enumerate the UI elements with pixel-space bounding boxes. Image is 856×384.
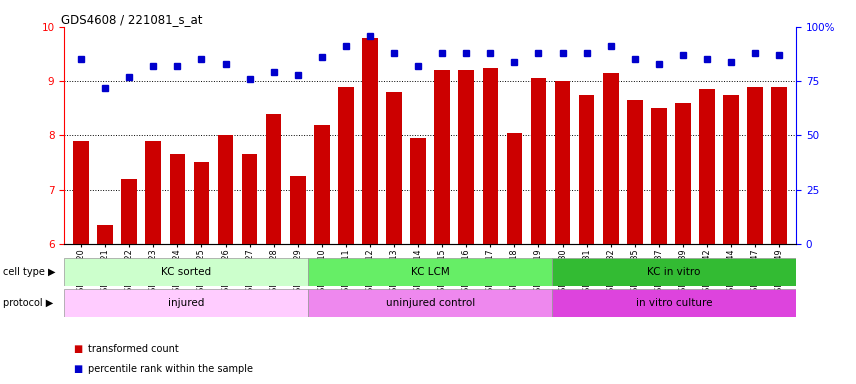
- Bar: [193, 162, 209, 244]
- Text: cell type ▶: cell type ▶: [3, 267, 55, 277]
- Bar: [627, 100, 643, 244]
- Bar: [771, 86, 787, 244]
- Text: ■: ■: [73, 344, 82, 354]
- Bar: [747, 86, 763, 244]
- Text: in vitro culture: in vitro culture: [636, 298, 712, 308]
- Bar: [603, 73, 619, 244]
- Bar: [308, 289, 552, 317]
- Bar: [651, 108, 667, 244]
- Text: uninjured control: uninjured control: [385, 298, 475, 308]
- Bar: [290, 176, 306, 244]
- Bar: [241, 154, 258, 244]
- Bar: [555, 81, 570, 244]
- Bar: [699, 89, 715, 244]
- Bar: [338, 86, 354, 244]
- Bar: [74, 141, 89, 244]
- Bar: [169, 154, 185, 244]
- Bar: [64, 289, 308, 317]
- Bar: [675, 103, 691, 244]
- Bar: [314, 124, 330, 244]
- Bar: [552, 258, 796, 286]
- Text: percentile rank within the sample: percentile rank within the sample: [88, 364, 253, 374]
- Text: KC sorted: KC sorted: [161, 267, 211, 277]
- Text: GDS4608 / 221081_s_at: GDS4608 / 221081_s_at: [61, 13, 202, 26]
- Text: KC in vitro: KC in vitro: [647, 267, 701, 277]
- Bar: [308, 258, 552, 286]
- Bar: [579, 95, 594, 244]
- Bar: [362, 38, 377, 244]
- Text: protocol ▶: protocol ▶: [3, 298, 53, 308]
- Bar: [98, 225, 113, 244]
- Bar: [266, 114, 282, 244]
- Text: injured: injured: [168, 298, 205, 308]
- Bar: [122, 179, 137, 244]
- Bar: [64, 258, 308, 286]
- Bar: [483, 68, 498, 244]
- Bar: [459, 70, 474, 244]
- Text: KC LCM: KC LCM: [411, 267, 449, 277]
- Text: transformed count: transformed count: [88, 344, 179, 354]
- Bar: [410, 138, 426, 244]
- Text: ■: ■: [73, 364, 82, 374]
- Bar: [217, 136, 234, 244]
- Bar: [507, 132, 522, 244]
- Bar: [386, 92, 401, 244]
- Bar: [723, 95, 739, 244]
- Bar: [531, 78, 546, 244]
- Bar: [434, 70, 450, 244]
- Bar: [552, 289, 796, 317]
- Bar: [146, 141, 161, 244]
